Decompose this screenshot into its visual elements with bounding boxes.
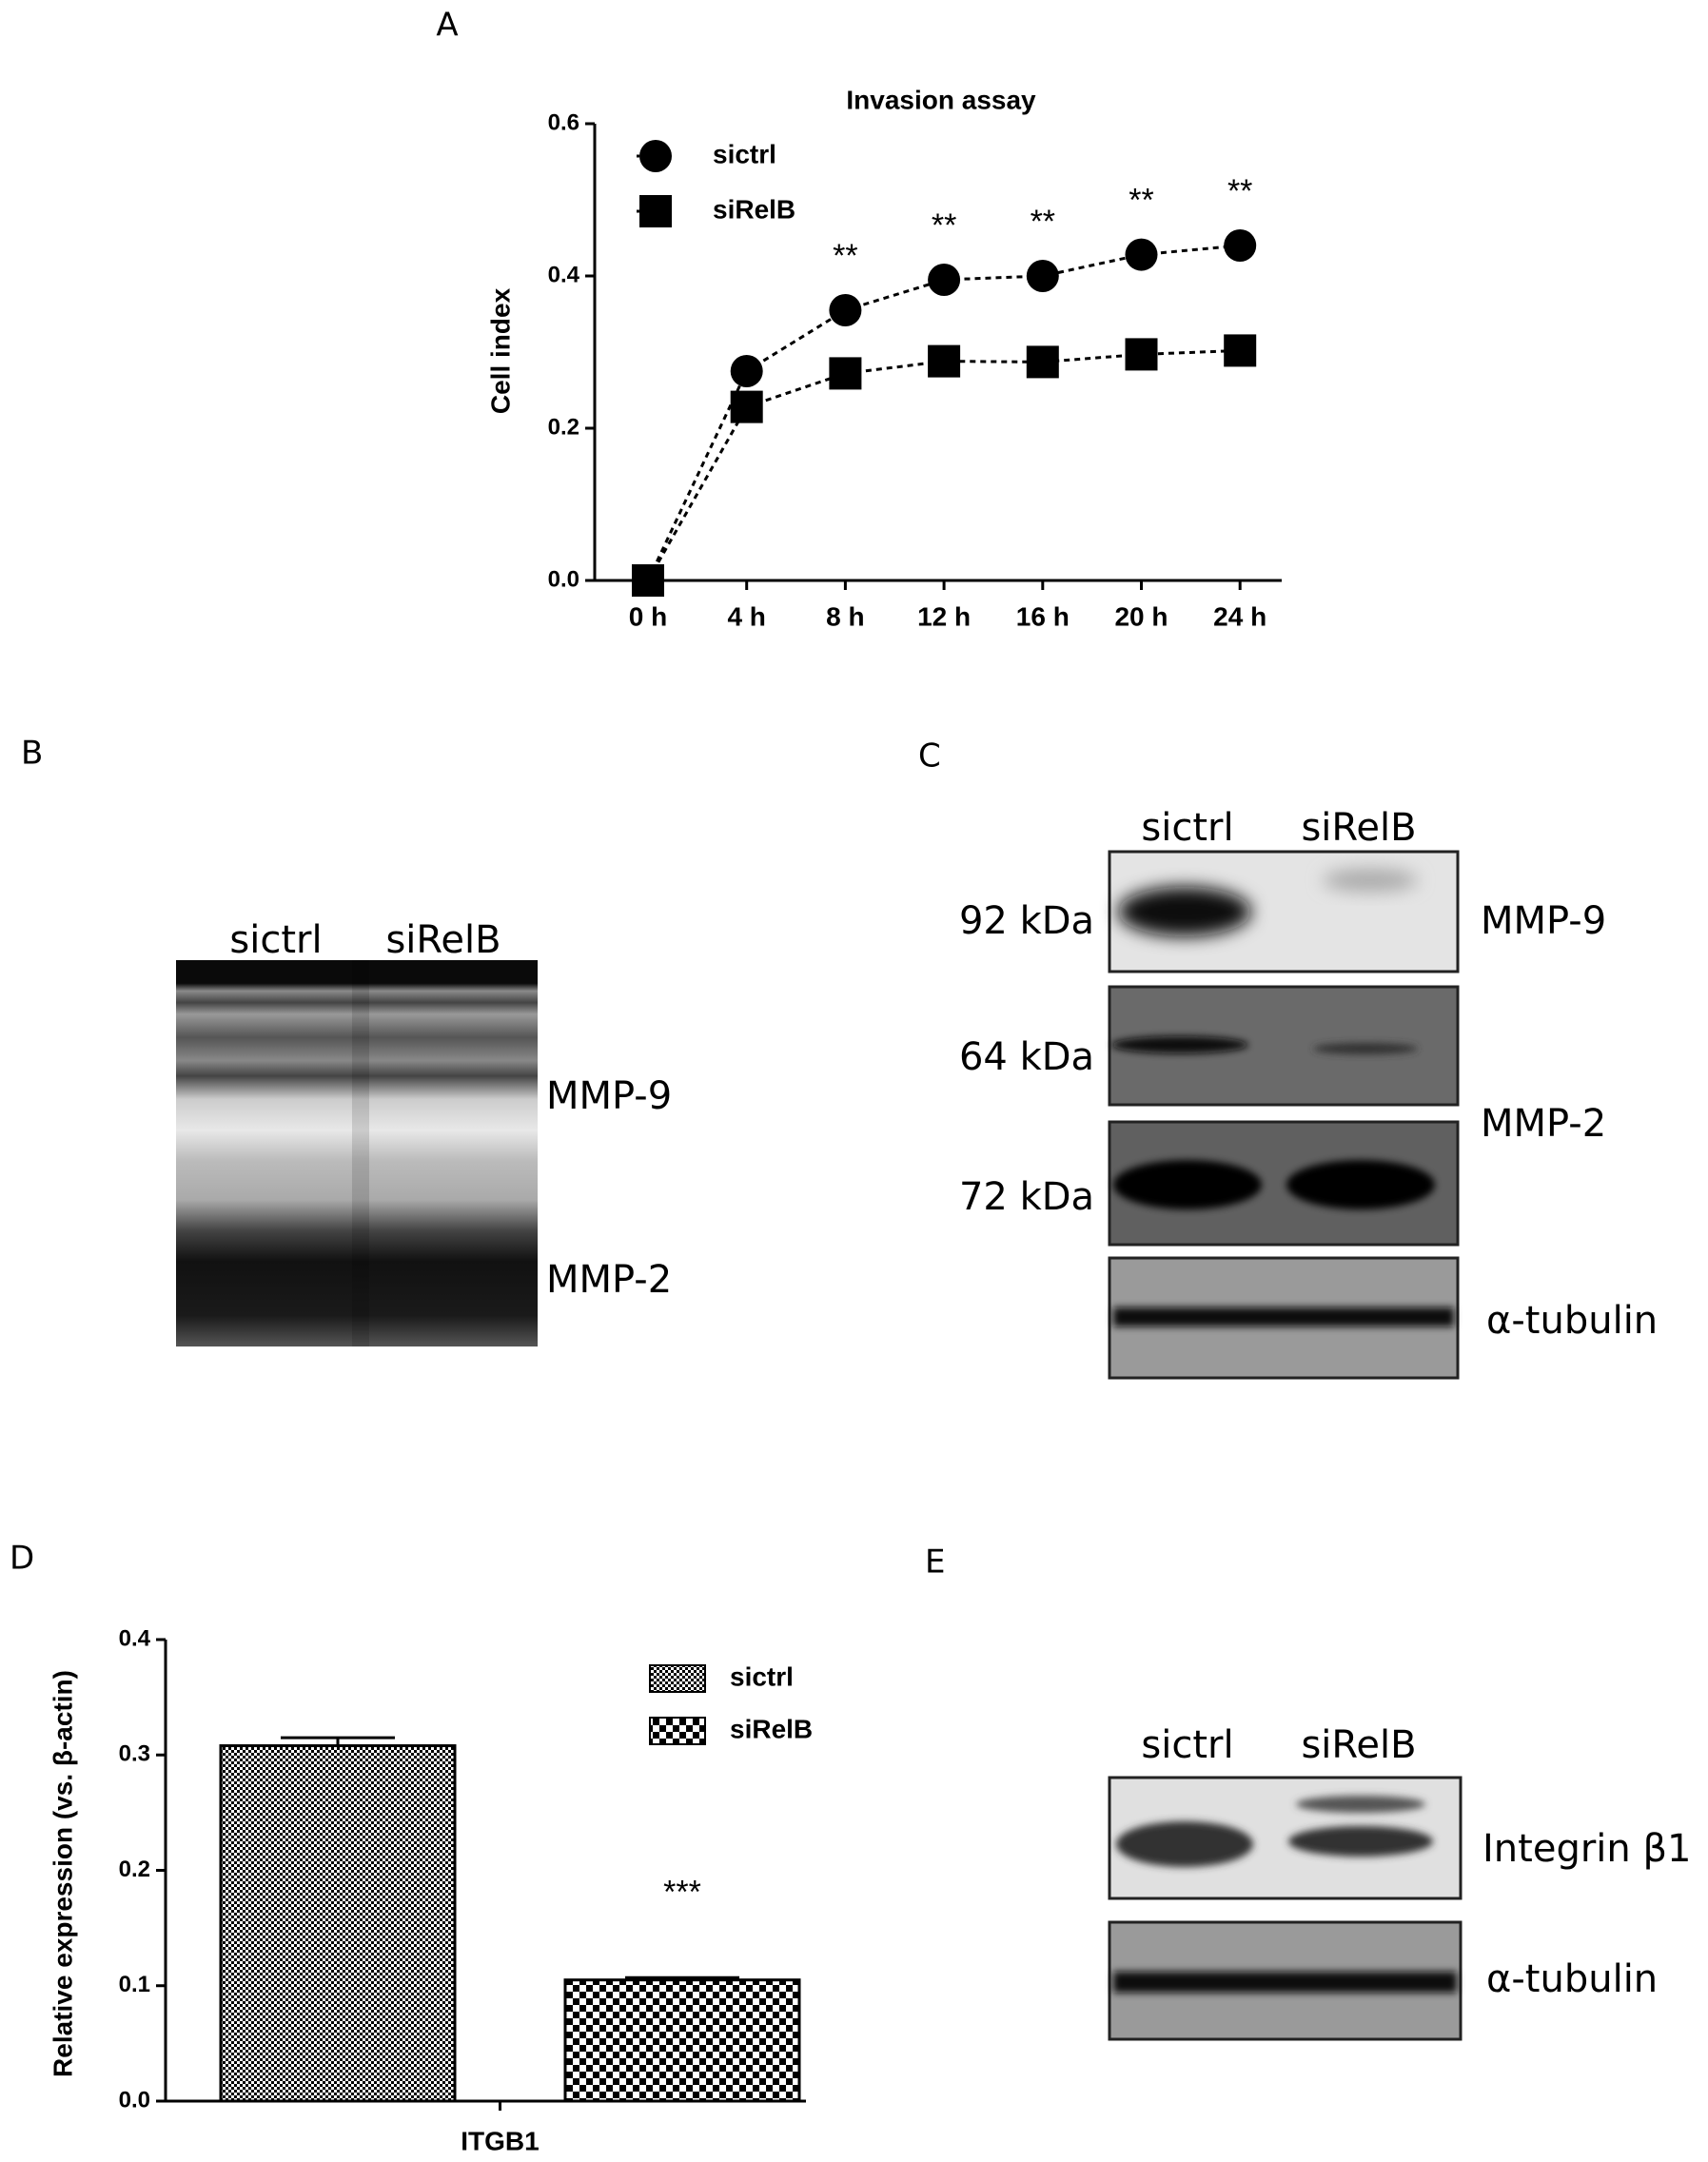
- y-tick-label: 0.0: [548, 566, 579, 592]
- blot-band: [1286, 1160, 1435, 1209]
- legend-swatch: [649, 1664, 706, 1693]
- gel-lane-gap: [352, 960, 369, 1346]
- marker: [1224, 334, 1257, 367]
- panel-label: C: [918, 737, 941, 776]
- annotation: ***: [663, 1875, 701, 1911]
- bar: [563, 1978, 801, 2103]
- legend-marker: [639, 195, 672, 227]
- chart: 0.0 0.1 0.2 0.3 0.4 Relative expression (vs. …: [48, 1625, 813, 2155]
- protein-label: α-tubulin: [1486, 1957, 1658, 2001]
- marker: [730, 390, 763, 423]
- panel-label: B: [21, 735, 43, 773]
- annotation: **: [1129, 183, 1153, 219]
- legend-label: sictrl: [730, 1661, 794, 1691]
- panel-label: D: [10, 1540, 34, 1578]
- blot-band: [1323, 869, 1418, 892]
- marker: [632, 564, 664, 597]
- size-label: 64 kDa: [959, 1035, 1094, 1079]
- annotation: **: [1227, 173, 1252, 209]
- blot-band: [1296, 1796, 1425, 1813]
- marker: [1224, 229, 1257, 262]
- x-tick-label: 12 h: [917, 601, 971, 631]
- legend-label: sictrl: [713, 139, 776, 168]
- y-tick-label: 0.4: [548, 262, 580, 287]
- blot-band: [1113, 1160, 1262, 1209]
- marker: [1125, 338, 1158, 371]
- y-tick-label: 0.0: [119, 2087, 150, 2113]
- lane-label: sictrl: [229, 918, 322, 962]
- band-label: MMP-2: [546, 1258, 672, 1302]
- marker: [1026, 260, 1059, 292]
- annotation: **: [932, 207, 956, 244]
- legend-marker: [639, 140, 672, 172]
- y-tick-label: 0.6: [548, 109, 579, 135]
- x-tick-label: 4 h: [727, 601, 765, 631]
- blot-band: [1113, 1972, 1457, 1993]
- gel-panel: sictrl siRelB MMP-9 MMP-2: [176, 918, 672, 1346]
- y-axis-label: Cell index: [485, 287, 515, 414]
- blot-band: [1118, 887, 1251, 936]
- protein-label: MMP-2: [1481, 1102, 1606, 1146]
- lane-label: siRelB: [385, 918, 501, 962]
- y-tick-label: 0.4: [119, 1625, 151, 1651]
- bar: [219, 1744, 457, 2103]
- protein-label: MMP-9: [1481, 899, 1606, 943]
- lane-label: sictrl: [1141, 1723, 1233, 1767]
- legend-label: siRelB: [713, 194, 795, 224]
- blot-band: [1113, 1307, 1454, 1327]
- error-bar: [625, 1975, 739, 1980]
- x-tick-label: 20 h: [1114, 601, 1168, 631]
- gel-image: [176, 960, 538, 1346]
- x-tick-label: 16 h: [1016, 601, 1070, 631]
- protein-label: α-tubulin: [1486, 1299, 1658, 1343]
- marker: [1125, 238, 1158, 271]
- error-bar: [281, 1736, 395, 1746]
- legend-label: siRelB: [730, 1714, 813, 1743]
- y-axis-label: Relative expression (vs. β-actin): [48, 1670, 77, 2077]
- blot-band: [1288, 1826, 1433, 1857]
- marker: [829, 357, 862, 390]
- panel-label: A: [436, 7, 458, 45]
- series-line: [646, 348, 1241, 581]
- annotation: **: [1031, 204, 1055, 240]
- y-tick-label: 0.3: [119, 1741, 150, 1767]
- marker: [928, 344, 961, 378]
- blot-band: [1111, 1036, 1248, 1053]
- lane-label: siRelB: [1301, 1723, 1416, 1767]
- panel-label: E: [925, 1543, 945, 1582]
- marker: [928, 264, 961, 296]
- marker: [730, 355, 763, 387]
- y-tick-label: 0.1: [119, 1972, 150, 1997]
- legend-swatch: [649, 1717, 706, 1745]
- y-tick-label: 0.2: [548, 414, 579, 440]
- marker: [1026, 345, 1059, 379]
- x-tick-label: 8 h: [826, 601, 864, 631]
- x-tick-label: ITGB1: [461, 2126, 539, 2155]
- x-tick-label: 0 h: [629, 601, 667, 631]
- protein-label: Integrin β1: [1482, 1827, 1691, 1871]
- blot-band: [1313, 1043, 1418, 1054]
- annotation: **: [833, 238, 857, 274]
- y-tick-label: 0.2: [119, 1857, 150, 1882]
- lane-label: siRelB: [1301, 806, 1416, 850]
- blot-panel: sictrl siRelB 92 kDa 64 kDa 72 kDa MMP-9…: [959, 806, 1658, 1380]
- chart: 0.0 0.2 0.4 0.6 Invasion assay Cell index 0 h 4…: [485, 85, 1282, 631]
- x-tick-label: 24 h: [1213, 601, 1266, 631]
- chart-title: Invasion assay: [846, 85, 1036, 114]
- size-label: 92 kDa: [959, 899, 1094, 943]
- lane-label: sictrl: [1141, 806, 1233, 850]
- size-label: 72 kDa: [959, 1175, 1094, 1219]
- marker: [829, 294, 862, 326]
- blot-band: [1116, 1821, 1253, 1867]
- blot-panel: sictrl siRelB Integrin β1 α-tubulin: [1108, 1723, 1691, 2041]
- band-label: MMP-9: [546, 1074, 672, 1118]
